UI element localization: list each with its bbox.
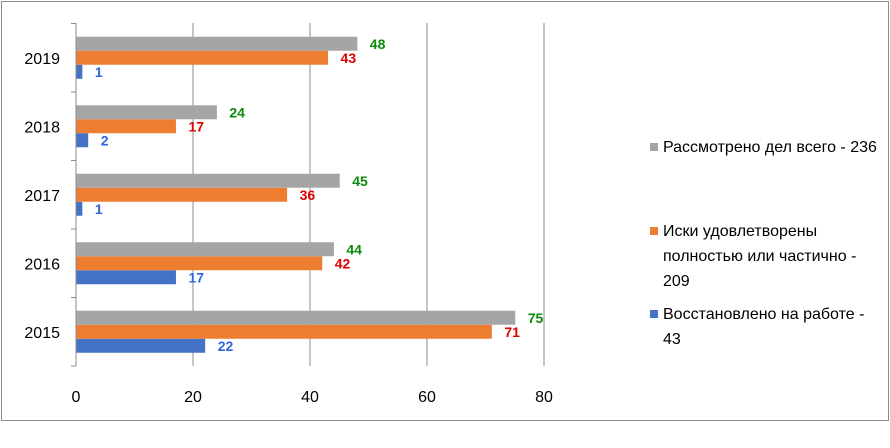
category-label: 2016 xyxy=(24,256,60,273)
bar-2016-series-2 xyxy=(76,242,334,257)
data-label: 1 xyxy=(95,201,103,217)
bar-2019-series-2 xyxy=(76,36,358,51)
legend-label-total: Рассмотрено дел всего - 236 xyxy=(663,139,877,156)
legend-label-reinstated: Восстановлено на работе - 43 xyxy=(663,306,865,348)
legend-swatch-reinstated xyxy=(650,310,658,318)
data-label: 24 xyxy=(229,104,245,120)
data-label: 45 xyxy=(352,173,368,189)
data-label: 75 xyxy=(528,310,544,326)
legend-swatch-claims xyxy=(650,227,658,235)
bar-2017-series-2 xyxy=(76,173,340,188)
data-label: 22 xyxy=(218,338,234,354)
legend-item-total: Рассмотрено дел всего - 236 xyxy=(650,135,880,160)
bar-2019-series-1 xyxy=(76,50,329,65)
bar-2015-series-2 xyxy=(76,310,516,325)
data-label: 17 xyxy=(188,118,204,134)
bar-2017-series-0 xyxy=(76,201,83,216)
data-label: 17 xyxy=(188,269,204,285)
x-tick-label: 0 xyxy=(72,389,81,406)
bar-2017-series-1 xyxy=(76,187,288,202)
category-label: 2019 xyxy=(24,51,60,68)
data-label: 71 xyxy=(504,324,520,340)
bar-2018-series-2 xyxy=(76,105,217,120)
data-label: 2 xyxy=(101,132,109,148)
category-label: 2015 xyxy=(24,325,60,342)
data-label: 36 xyxy=(300,187,316,203)
legend-item-claims: Иски удовлетворены полностью или частичн… xyxy=(650,219,880,294)
x-tick-label: 80 xyxy=(535,389,553,406)
data-label: 43 xyxy=(341,50,357,66)
bar-2015-series-0 xyxy=(76,338,206,353)
bar-2018-series-0 xyxy=(76,133,89,148)
x-tick-label: 40 xyxy=(301,389,319,406)
category-label: 2018 xyxy=(24,119,60,136)
legend-swatch-total xyxy=(650,143,658,151)
legend-item-reinstated: Восстановлено на работе - 43 xyxy=(650,302,880,352)
bar-2016-series-1 xyxy=(76,256,323,271)
data-label: 48 xyxy=(370,36,386,52)
x-tick-label: 20 xyxy=(184,389,202,406)
x-tick-label: 60 xyxy=(418,389,436,406)
data-label: 1 xyxy=(95,64,103,80)
bar-2018-series-1 xyxy=(76,119,176,134)
bar-2019-series-0 xyxy=(76,64,83,79)
bar-2016-series-0 xyxy=(76,270,176,285)
legend-label-claims: Иски удовлетворены полностью или частичн… xyxy=(663,223,857,290)
bar-2015-series-1 xyxy=(76,324,492,339)
chart-frame: 0 20 40 60 80 2015 22 71 75 2016 17 42 44 2017 1 36 45 20… xyxy=(1,1,889,421)
data-label: 42 xyxy=(335,255,351,271)
data-label: 44 xyxy=(346,241,362,257)
category-label: 2017 xyxy=(24,188,60,205)
